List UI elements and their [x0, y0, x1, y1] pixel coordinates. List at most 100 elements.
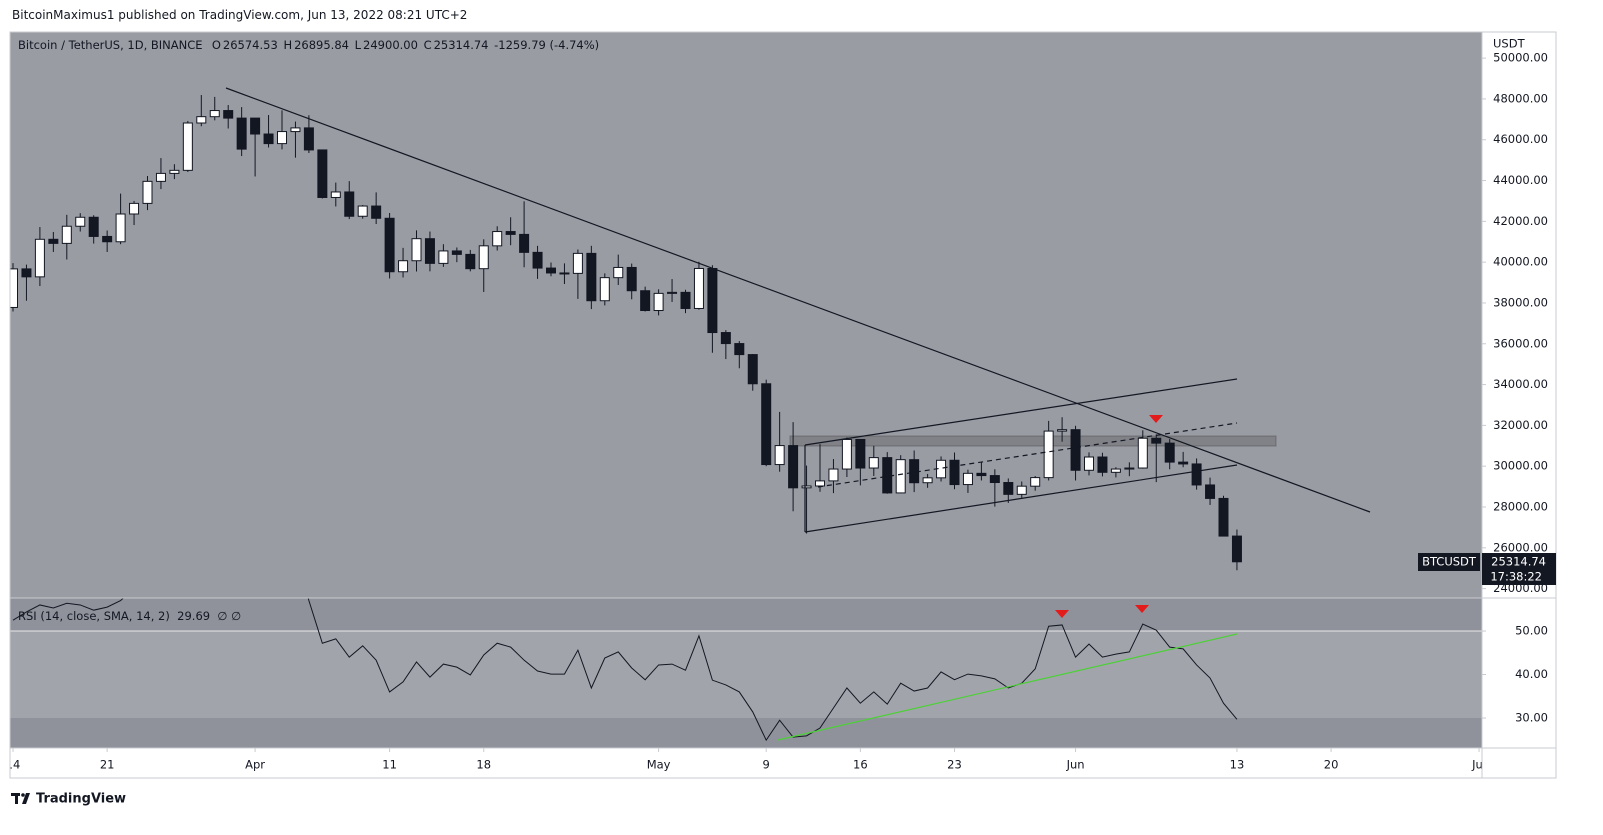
legend-value: 26895.84 [294, 38, 349, 52]
legend-key: H [283, 38, 293, 52]
symbol-tag-text: BTCUSDT [1422, 555, 1477, 569]
candle-body [855, 438, 866, 469]
candle-body [102, 235, 113, 243]
candle-body [1151, 437, 1162, 444]
x-tick-label: 21 [100, 758, 115, 772]
candle-body [48, 238, 59, 244]
y-tick-label: 46000.00 [1493, 132, 1548, 146]
candle-body [438, 250, 449, 264]
x-tick-label: 13 [1230, 758, 1245, 772]
candle-body [451, 250, 462, 255]
rsi-title: RSI (14, close, SMA, 14, 2) [18, 609, 170, 623]
y-tick-label: 28000.00 [1493, 499, 1548, 513]
candle-body [747, 354, 758, 385]
candle-body [398, 260, 409, 273]
x-tick-label: Apr [245, 758, 265, 772]
candle-body [640, 290, 651, 312]
candle-body [317, 149, 328, 198]
candle-body [169, 169, 180, 174]
candle-body [559, 272, 570, 275]
candle-body [1124, 467, 1135, 470]
symbol-tag [1418, 553, 1480, 571]
candle-body [1016, 485, 1027, 495]
markers [1055, 415, 1163, 618]
red-marker [1135, 605, 1149, 613]
candle-body [277, 131, 287, 145]
legend-value: 24900.00 [363, 38, 418, 52]
candle-body [303, 127, 314, 151]
y-tick-label: 44000.00 [1493, 173, 1548, 187]
y-tick-label: 50000.00 [1493, 51, 1548, 65]
price-legend: Bitcoin / TetherUS, 1D, BINANCE O 26574.5… [18, 38, 601, 52]
y-tick-label: 32000.00 [1493, 418, 1548, 432]
published-line: BitcoinMaximus1 published on TradingView… [12, 8, 468, 22]
candle-body [976, 472, 987, 477]
candle-body [236, 117, 247, 150]
candle-body [1057, 429, 1068, 432]
x-tick-label: 20 [1324, 758, 1339, 772]
candle-body [895, 459, 906, 494]
candle-body [720, 332, 731, 345]
tv-logo [11, 793, 30, 804]
candle-body [909, 459, 920, 484]
candle-body [424, 238, 435, 264]
candle-body [693, 267, 704, 309]
candle-body [88, 216, 99, 237]
rsi-tick-label: 50.00 [1515, 624, 1548, 638]
candle-body [182, 122, 193, 171]
last-price: 25314.74 [1491, 555, 1546, 569]
rsi-line [12, 598, 1238, 742]
candle-body [788, 445, 799, 489]
candle-body [115, 213, 126, 243]
candle-body [344, 191, 355, 217]
candle-body [962, 472, 973, 486]
y-tick-label: 26000.00 [1493, 540, 1548, 554]
candle-body [34, 238, 45, 278]
candle-body [680, 291, 691, 309]
candle-body [1097, 456, 1108, 473]
legend-value: 25314.74 [433, 38, 489, 52]
candle-body [1070, 429, 1081, 471]
candle-body [1218, 497, 1229, 537]
x-tick-label: Jun [1066, 758, 1085, 772]
frame [9, 31, 1557, 779]
candle-body [357, 205, 368, 217]
candle-body [1030, 477, 1041, 487]
candle-body [263, 133, 274, 145]
candle-body [10, 268, 18, 308]
y-tick-label: 36000.00 [1493, 336, 1548, 350]
y-tick-label: 34000.00 [1493, 377, 1548, 391]
candle-body [707, 267, 718, 334]
y-tick-label: 42000.00 [1493, 214, 1548, 228]
candle-body [613, 266, 624, 279]
x-tick-label: 9 [763, 758, 770, 772]
candle-body [815, 480, 825, 487]
candle-body [196, 116, 207, 124]
candle-body [546, 267, 556, 274]
candle-body [1231, 535, 1242, 563]
candle-body [129, 202, 140, 215]
candle-body [1178, 461, 1189, 465]
candle-body [465, 253, 476, 270]
candle-body [1003, 482, 1014, 495]
channel-lower [804, 464, 1238, 533]
candle-body [828, 468, 839, 482]
rsi-value: 29.69 [177, 609, 211, 623]
candle-body [599, 277, 610, 302]
candle-body [774, 445, 785, 466]
price-tag [1482, 553, 1556, 585]
axis-unit: USDT [1493, 37, 1526, 51]
rsi-legend: RSI (14, close, SMA, 14, 2) 29.69 ∅ ∅ [18, 609, 241, 623]
candle-body [989, 475, 1000, 484]
candle-body [761, 383, 772, 466]
resistance-zone [789, 435, 1277, 447]
candle-body [949, 459, 960, 486]
candle-body [1205, 484, 1216, 499]
legend-change: -1259.79 (-4.74%) [494, 38, 600, 52]
x-tick-label: 23 [947, 758, 962, 772]
legend-value: 26574.53 [222, 38, 278, 52]
candle-body [250, 117, 261, 135]
x-tick-label: 14 [6, 758, 21, 772]
